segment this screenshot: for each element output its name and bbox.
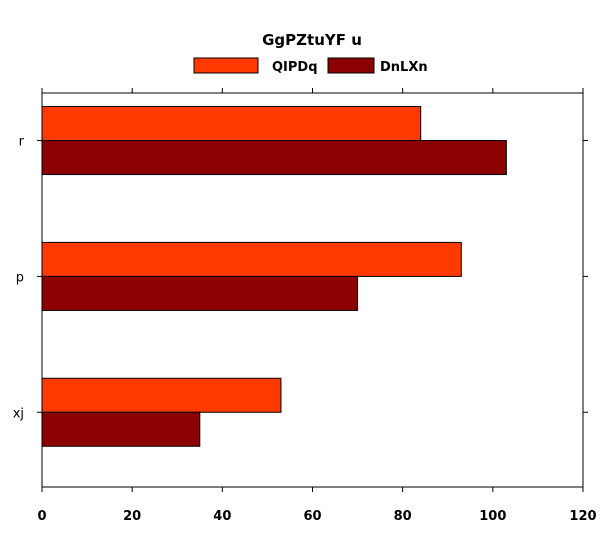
x-tick-label-60: 60 bbox=[303, 509, 321, 524]
bar-dnlxn-p bbox=[41, 275, 359, 311]
legend-label-dnlxn: DnLXn bbox=[380, 60, 428, 75]
x-tick-label-80: 80 bbox=[394, 509, 412, 524]
y-tick-label-r: r bbox=[19, 135, 25, 150]
x-tick-label-0: 0 bbox=[37, 509, 46, 524]
y-tick-label-p: p bbox=[16, 270, 24, 285]
legend: QIPDq DnLXn bbox=[193, 57, 428, 75]
y-axis-ticks: r p xj bbox=[13, 135, 588, 421]
x-axis-ticks: 0 20 40 60 80 100 120 bbox=[37, 88, 597, 524]
y-tick-label-xj: xj bbox=[13, 406, 24, 421]
bar-qipdq-xj bbox=[41, 377, 282, 413]
bars-group bbox=[41, 106, 507, 447]
bar-qipdq-r bbox=[41, 106, 422, 142]
bar-dnlxn-r bbox=[41, 140, 507, 176]
legend-swatch-dnlxn bbox=[327, 57, 375, 74]
bar-qipdq-p bbox=[41, 241, 462, 277]
plot-area-frame bbox=[41, 92, 584, 488]
legend-label-qipdq: QIPDq bbox=[272, 60, 318, 75]
x-tick-label-40: 40 bbox=[213, 509, 231, 524]
x-tick-label-100: 100 bbox=[479, 509, 506, 524]
bar-dnlxn-xj bbox=[41, 411, 201, 447]
chart-title: GgPZtuYF u bbox=[262, 31, 362, 49]
legend-swatch-qipdq bbox=[193, 57, 259, 74]
x-tick-label-120: 120 bbox=[569, 509, 596, 524]
x-tick-label-20: 20 bbox=[123, 509, 141, 524]
